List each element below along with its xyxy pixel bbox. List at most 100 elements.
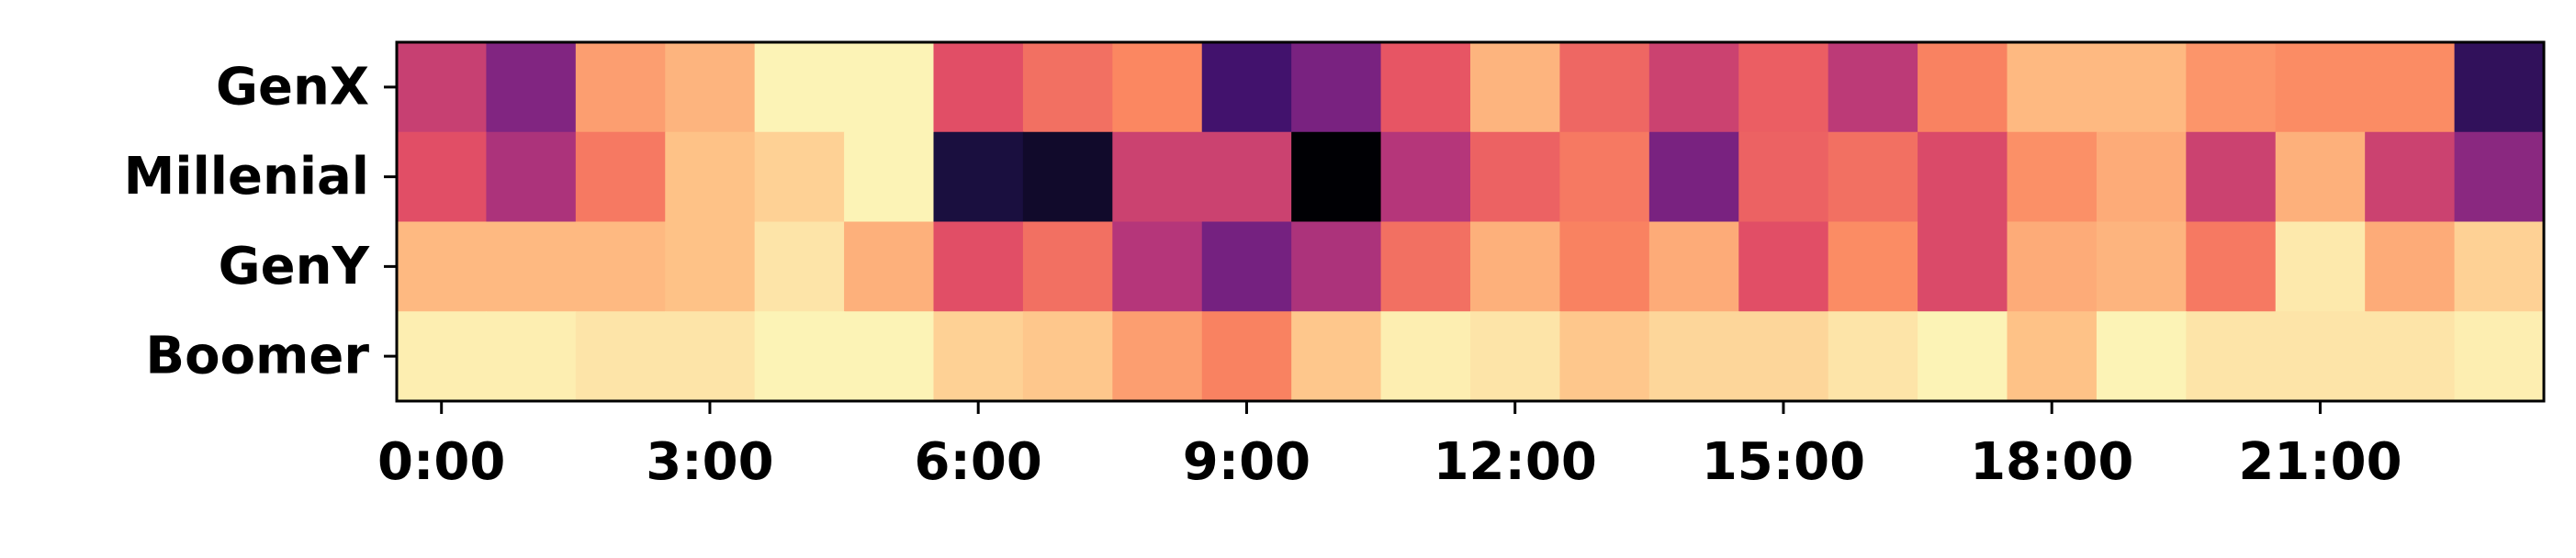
heatmap-cell — [2275, 221, 2366, 312]
heatmap-cell — [575, 221, 666, 312]
heatmap-cell — [1738, 42, 1829, 133]
y-tick-label: GenX — [216, 57, 369, 117]
heatmap-cell — [575, 131, 666, 223]
heatmap-cell — [2275, 131, 2366, 223]
heatmap-cell — [1470, 42, 1561, 133]
x-tick-label: 0:00 — [377, 432, 505, 492]
heatmap-cell — [1648, 311, 1739, 402]
heatmap-cell — [933, 42, 1024, 133]
heatmap-cell — [754, 42, 845, 133]
heatmap-cell — [1470, 131, 1561, 223]
heatmap-cell — [2454, 42, 2545, 133]
x-tick-label: 12:00 — [1434, 432, 1597, 492]
heatmap-cell — [2454, 311, 2545, 402]
heatmap-cell — [1201, 42, 1292, 133]
heatmap-cell — [1022, 131, 1113, 223]
heatmap-cell — [1828, 42, 1918, 133]
heatmap-cell — [844, 221, 935, 312]
heatmap-cell — [1918, 42, 2008, 133]
heatmap-cell — [844, 311, 935, 402]
heatmap-cell — [2186, 221, 2277, 312]
heatmap-cell — [1738, 311, 1829, 402]
heatmap-cell — [1648, 131, 1739, 223]
x-tick-label: 18:00 — [1970, 432, 2133, 492]
heatmap-cell — [1112, 221, 1203, 312]
heatmap-cell — [2096, 131, 2187, 223]
heatmap-cell — [1291, 131, 1382, 223]
heatmap-cell — [1201, 311, 1292, 402]
heatmap-cell — [665, 311, 756, 402]
heatmap-cell — [1380, 221, 1471, 312]
heatmap-cells — [397, 42, 2545, 402]
heatmap-cell — [665, 131, 756, 223]
heatmap-cell — [1022, 221, 1113, 312]
heatmap-cell — [1559, 131, 1650, 223]
heatmap-cell — [2454, 131, 2545, 223]
heatmap-cell — [1291, 42, 1382, 133]
heatmap-cell — [1380, 311, 1471, 402]
heatmap-cell — [2186, 311, 2277, 402]
heatmap-cell — [2096, 42, 2187, 133]
y-tick-label: Millenial — [124, 147, 369, 206]
heatmap-cell — [844, 42, 935, 133]
heatmap-cell — [397, 131, 488, 223]
heatmap-cell — [1918, 131, 2008, 223]
heatmap-cell — [754, 131, 845, 223]
heatmap-cell — [1380, 131, 1471, 223]
heatmap-cell — [2007, 131, 2098, 223]
heatmap-cell — [754, 311, 845, 402]
heatmap-cell — [1559, 221, 1650, 312]
heatmap-cell — [1918, 221, 2008, 312]
x-tick-label: 15:00 — [1702, 432, 1865, 492]
heatmap-cell — [397, 221, 488, 312]
heatmap-cell — [1738, 131, 1829, 223]
heatmap-cell — [2096, 221, 2187, 312]
heatmap-cell — [1112, 131, 1203, 223]
heatmap-cell — [1828, 311, 1918, 402]
heatmap-cell — [2186, 131, 2277, 223]
plot-frame — [395, 40, 2546, 403]
heatmap-cell — [665, 42, 756, 133]
heatmap-cell — [486, 311, 577, 402]
heatmap-cell — [2275, 311, 2366, 402]
heatmap-cell — [1022, 42, 1113, 133]
y-tick-label: Boomer — [145, 327, 369, 386]
heatmap-cell — [1470, 221, 1561, 312]
heatmap-cell — [2096, 311, 2187, 402]
heatmap-cell — [2365, 131, 2456, 223]
heatmap-cell — [2007, 42, 2098, 133]
heatmap-cell — [1201, 131, 1292, 223]
heatmap-cell — [1648, 42, 1739, 133]
heatmap-cell — [575, 311, 666, 402]
heatmap-cell — [1738, 221, 1829, 312]
heatmap-cell — [486, 42, 577, 133]
heatmap-cell — [1559, 311, 1650, 402]
heatmap-cell — [1470, 311, 1561, 402]
heatmap-cell — [397, 42, 488, 133]
y-tick-label: GenY — [219, 237, 371, 296]
heatmap-cell — [2365, 42, 2456, 133]
heatmap-cell — [397, 311, 488, 402]
heatmap-cell — [2365, 221, 2456, 312]
heatmap-cell — [933, 311, 1024, 402]
heatmap-cell — [2007, 221, 2098, 312]
heatmap-cell — [1291, 221, 1382, 312]
heatmap-cell — [1022, 311, 1113, 402]
heatmap-cell — [933, 131, 1024, 223]
heatmap-cell — [844, 131, 935, 223]
heatmap-cell — [1201, 221, 1292, 312]
heatmap-cell — [1828, 221, 1918, 312]
heatmap-cell — [2454, 221, 2545, 312]
heatmap-cell — [1291, 311, 1382, 402]
heatmap-cell — [2007, 311, 2098, 402]
heatmap-cell — [2365, 311, 2456, 402]
heatmap-cell — [1112, 42, 1203, 133]
x-tick-label: 21:00 — [2238, 432, 2402, 492]
heatmap-cell — [1559, 42, 1650, 133]
heatmap-cell — [2186, 42, 2277, 133]
heatmap-cell — [486, 131, 577, 223]
heatmap-cell — [2275, 42, 2366, 133]
heatmap-cell — [1648, 221, 1739, 312]
heatmap-cell — [486, 221, 577, 312]
